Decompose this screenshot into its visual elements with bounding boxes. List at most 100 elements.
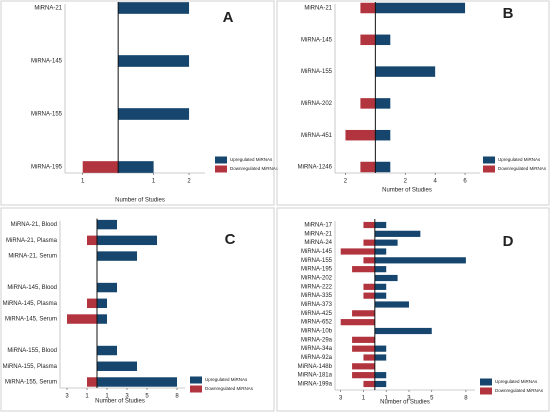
- y-tick-label: MiRNA-148b: [298, 364, 333, 370]
- bar: [97, 361, 137, 371]
- bar: [363, 239, 375, 246]
- bar: [375, 2, 466, 14]
- bar: [375, 66, 436, 77]
- y-tick-label: MiRNA-195: [301, 267, 333, 273]
- panel-letter: B: [503, 5, 514, 22]
- x-tick-label: 3: [65, 394, 69, 400]
- bar: [352, 372, 375, 379]
- y-tick-label: MiRNA-21: [304, 231, 332, 237]
- bar: [374, 301, 409, 308]
- bar: [352, 310, 375, 317]
- bar: [374, 257, 466, 264]
- legend-swatch: [190, 385, 202, 393]
- x-tick-label: 2: [187, 179, 191, 185]
- bar: [118, 161, 154, 173]
- bar: [375, 34, 391, 46]
- bar: [374, 283, 387, 290]
- y-tick-label: MiRNA-21: [304, 6, 332, 12]
- bar: [352, 266, 375, 273]
- x-axis-label: Number of Studies: [380, 400, 430, 406]
- y-tick-label: MiRNA-155, Blood: [7, 348, 57, 354]
- x-tick-label: 3: [339, 396, 343, 402]
- bar: [374, 354, 387, 361]
- bar: [375, 98, 391, 109]
- x-tick-label: 1: [152, 179, 156, 185]
- bar: [374, 266, 387, 273]
- bar: [363, 221, 375, 229]
- y-tick-label: MiRNA-92a: [301, 355, 333, 361]
- bar: [352, 336, 375, 343]
- y-tick-label: MiRNA-451: [301, 133, 333, 139]
- bar: [374, 372, 387, 379]
- bar: [345, 129, 376, 141]
- y-tick-label: MiRNA-1246: [298, 165, 333, 171]
- y-tick-label: MiRNA-145, Plasma: [3, 301, 58, 307]
- bar: [363, 257, 375, 264]
- y-tick-label: MiRNA-202: [301, 101, 333, 107]
- y-tick-label: MiRNA-145: [301, 249, 333, 255]
- bar: [118, 2, 190, 14]
- y-tick-label: MiRNA-155: [301, 69, 333, 75]
- legend-label: Downregulated MiRNAs: [205, 386, 254, 391]
- panel-frame: [0, 207, 275, 412]
- bar: [374, 274, 398, 282]
- legend-label: Upregulated MiRNAs: [498, 157, 541, 162]
- bar: [374, 292, 387, 299]
- bar: [97, 377, 177, 387]
- y-tick-label: MiRNA-155: [301, 258, 333, 264]
- bar: [352, 363, 375, 370]
- bar: [360, 2, 376, 14]
- legend-label: Upregulated MiRNAs: [205, 377, 248, 382]
- legend-swatch: [480, 387, 492, 395]
- x-axis-label: Number of Studies: [95, 399, 145, 405]
- legend-swatch: [483, 165, 495, 173]
- y-tick-label: MiRNA-10b: [301, 329, 333, 335]
- legend-label: Downregulated MiRNAs: [495, 388, 544, 393]
- bar: [374, 230, 421, 237]
- bar: [118, 55, 190, 67]
- y-tick-label: MiRNA-373: [301, 302, 333, 308]
- x-tick-label: 1: [385, 396, 389, 402]
- bar: [97, 251, 137, 261]
- bar: [340, 319, 375, 326]
- x-tick-label: 1: [362, 396, 366, 402]
- bar: [97, 235, 157, 246]
- y-tick-label: MiRNA-155, Plasma: [3, 364, 58, 370]
- x-tick-label: 8: [464, 396, 468, 402]
- y-tick-label: MiRNA-195: [31, 165, 63, 171]
- y-tick-label: MiRNA-34a: [301, 346, 333, 352]
- legend-swatch: [190, 376, 202, 384]
- bar: [360, 34, 376, 46]
- bar: [360, 98, 376, 109]
- y-tick-label: MiRNA-21, Plasma: [6, 238, 58, 244]
- bar: [374, 239, 398, 246]
- x-axis-label: Number of Studies: [115, 198, 165, 204]
- y-tick-label: MiRNA-155, Serum: [5, 380, 57, 386]
- x-tick-label: 1: [105, 394, 109, 400]
- x-tick-label: 5: [145, 394, 149, 400]
- legend-swatch: [480, 378, 492, 386]
- bar: [87, 377, 97, 387]
- bar: [374, 380, 387, 388]
- x-axis-label: Number of Studies: [382, 188, 432, 194]
- x-tick-label: 2: [344, 179, 348, 185]
- bar: [374, 221, 387, 229]
- legend-label: Upregulated MiRNAs: [495, 379, 538, 384]
- legend-swatch: [483, 156, 495, 164]
- y-tick-label: MiRNA-21, Serum: [8, 254, 57, 260]
- y-tick-label: MiRNA-145: [31, 59, 63, 65]
- y-tick-label: MiRNA-652: [301, 320, 333, 326]
- bar: [363, 283, 375, 290]
- bar: [97, 298, 107, 309]
- bar: [340, 248, 375, 255]
- legend-label: Downregulated MiRNAs: [498, 166, 547, 171]
- y-tick-label: MiRNA-17: [304, 223, 332, 229]
- panel-letter: A: [223, 9, 234, 26]
- x-tick-label: 8: [175, 394, 179, 400]
- y-tick-label: MiRNA-145, Serum: [5, 317, 57, 323]
- y-tick-label: MiRNA-335: [301, 293, 333, 299]
- panel-letter: C: [225, 231, 236, 248]
- bar: [97, 345, 117, 356]
- legend-label: Downregulated MiRNAs: [230, 166, 279, 171]
- y-tick-label: MiRNA-425: [301, 311, 333, 317]
